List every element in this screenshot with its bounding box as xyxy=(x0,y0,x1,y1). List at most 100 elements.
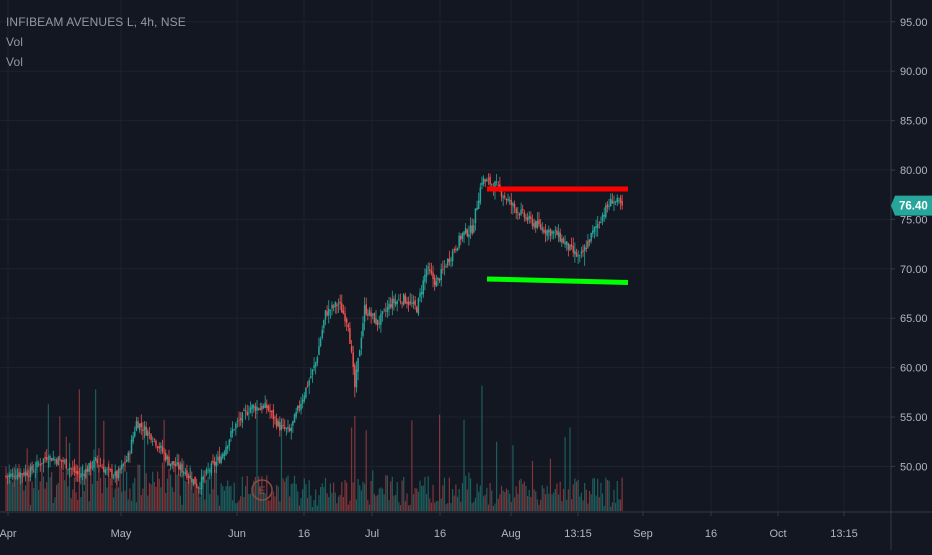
candle-body xyxy=(244,410,247,412)
candle-body xyxy=(600,221,602,223)
candle-body xyxy=(579,255,581,257)
volume-bar xyxy=(414,488,416,511)
volume-bar xyxy=(443,477,446,511)
candle-body xyxy=(34,469,37,470)
x-tick-label: Sep xyxy=(633,528,653,540)
candle-body xyxy=(285,428,288,430)
candle-body xyxy=(556,230,558,235)
candle-body xyxy=(272,409,275,420)
candle-body xyxy=(62,460,64,462)
x-tick-label: 13:15 xyxy=(830,528,858,540)
earnings-marker-icon[interactable] xyxy=(251,479,273,501)
volume-bar xyxy=(393,495,395,511)
volume-bar xyxy=(267,500,270,511)
volume-bar xyxy=(329,483,331,511)
candle-body xyxy=(257,408,260,410)
volume-bar xyxy=(556,483,558,511)
volume-bar xyxy=(424,477,426,511)
volume-bar xyxy=(223,490,226,511)
volume-bar xyxy=(140,495,142,511)
volume-bar xyxy=(533,489,535,511)
x-tick-label: 16 xyxy=(434,528,446,540)
candle-body xyxy=(182,471,185,473)
volume-bar xyxy=(528,490,530,511)
volume-bar xyxy=(171,487,173,511)
candle-body xyxy=(106,469,108,471)
candle-body xyxy=(437,277,439,281)
y-tick-label: 75.00 xyxy=(900,214,928,226)
candle-body xyxy=(469,225,472,233)
candle-body xyxy=(321,329,323,339)
volume-bar xyxy=(461,483,463,511)
candle-body xyxy=(253,405,255,408)
candle-body xyxy=(156,446,159,448)
volume-bar xyxy=(438,414,441,511)
volume-bar xyxy=(78,389,80,511)
volume-bar xyxy=(44,488,46,511)
volume-bar xyxy=(411,420,413,511)
volume-bar xyxy=(491,490,493,511)
volume-bar xyxy=(222,485,224,511)
candle-body xyxy=(282,425,284,426)
volume-bar xyxy=(300,498,302,511)
volume-bar xyxy=(611,502,613,511)
volume-bar xyxy=(126,471,128,511)
volume-bar xyxy=(619,499,622,511)
candle-body xyxy=(416,307,418,313)
volume-bar xyxy=(610,506,612,511)
volume-bar xyxy=(80,497,82,511)
volume-indicator-label[interactable]: Vol xyxy=(6,35,23,49)
volume-indicator-label[interactable]: Vol xyxy=(6,55,23,69)
volume-bar xyxy=(350,427,353,511)
volume-bar xyxy=(468,472,470,511)
candle-body xyxy=(530,216,532,219)
candle-body xyxy=(24,471,27,476)
volume-bar xyxy=(339,494,341,511)
candle-body xyxy=(288,428,291,431)
volume-bar xyxy=(38,489,40,511)
candle-body xyxy=(487,178,490,180)
volume-bar xyxy=(194,485,196,511)
volume-bar xyxy=(408,505,410,511)
candle-body xyxy=(360,337,363,349)
candle-body xyxy=(47,461,50,463)
volume-bar xyxy=(354,415,356,511)
candle-body xyxy=(81,473,84,475)
volume-bar xyxy=(51,472,53,511)
volume-bar xyxy=(210,467,212,511)
volume-bar xyxy=(450,503,452,511)
candle-body xyxy=(270,411,273,412)
volume-bar xyxy=(181,504,183,511)
volume-bar xyxy=(334,492,336,511)
volume-bar xyxy=(422,485,424,511)
volume-bar xyxy=(179,495,182,511)
volume-bar xyxy=(254,476,256,511)
symbol-title[interactable]: INFIBEAM AVENUES L, 4h, NSE xyxy=(6,15,186,29)
candle-body xyxy=(274,417,276,418)
candle-body xyxy=(505,199,508,201)
candle-body xyxy=(523,212,526,218)
volume-bar xyxy=(373,493,375,511)
volume-bar xyxy=(261,476,263,511)
volume-bar xyxy=(279,501,281,511)
support-line[interactable] xyxy=(486,276,629,285)
candle-body xyxy=(6,476,9,478)
candle-body xyxy=(497,184,500,186)
candle-body xyxy=(313,365,315,369)
candle-body xyxy=(526,217,529,221)
y-tick-label: 85.00 xyxy=(900,116,928,128)
candle-body xyxy=(381,311,384,315)
candle-body xyxy=(354,365,356,388)
candle-body xyxy=(295,411,297,417)
volume-bar xyxy=(75,492,77,511)
volume-bar xyxy=(163,419,165,511)
candle-body xyxy=(606,204,609,208)
volume-bar xyxy=(425,494,428,511)
volume-bar xyxy=(605,477,607,511)
x-tick-label: 16 xyxy=(298,528,310,540)
candle-body xyxy=(292,421,294,426)
volume-bar xyxy=(24,485,27,511)
candle-body xyxy=(370,312,372,317)
